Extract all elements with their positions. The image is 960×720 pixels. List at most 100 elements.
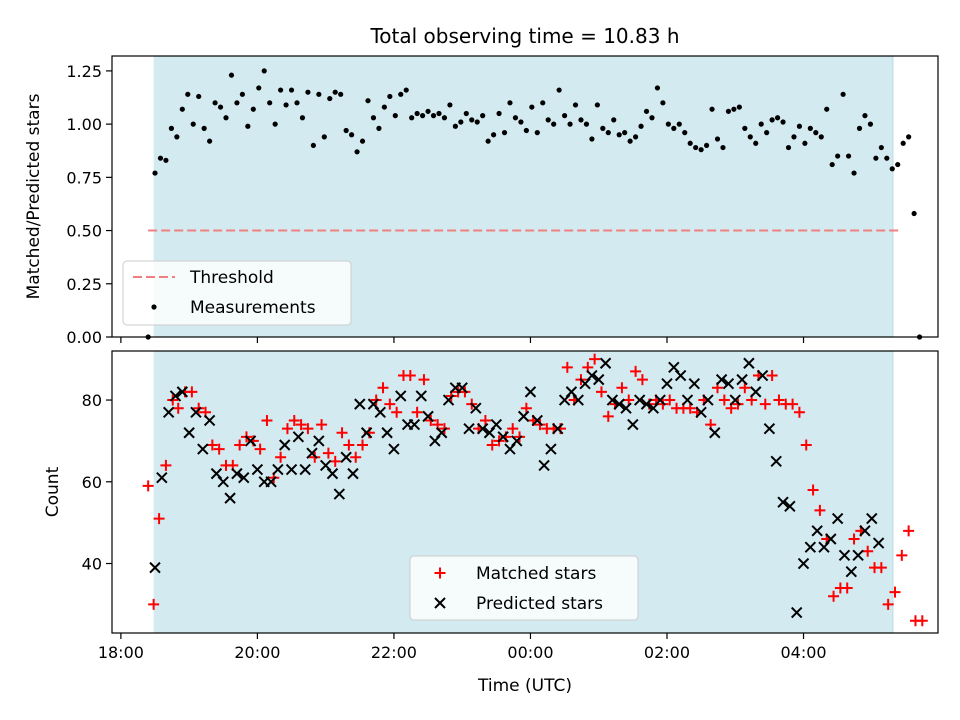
matched-star-point (357, 439, 369, 451)
predicted-star-point (777, 496, 789, 508)
predicted-star-point (169, 390, 182, 402)
predicted-star-point (347, 467, 359, 480)
measurement-point (665, 121, 671, 127)
predicted-star-point (722, 377, 735, 390)
measurement-point (725, 108, 732, 114)
legend-matched-label: Matched stars (476, 564, 596, 584)
predicted-star-point (674, 369, 687, 382)
measurement-point (840, 91, 846, 97)
matched-star-point (739, 382, 751, 394)
matched-star-point (636, 374, 648, 386)
measurement-point (245, 123, 251, 129)
measurement-point (698, 147, 704, 153)
matched-star-point (848, 533, 860, 545)
predicted-star-point (572, 394, 584, 406)
predicted-star-point (872, 537, 885, 549)
matched-star-point (418, 374, 430, 386)
predicted-star-point (688, 377, 701, 390)
ratio-y-label: Matched/Predicted stars (24, 93, 44, 299)
predicted-star-point (292, 431, 305, 443)
measurement-point (769, 117, 775, 123)
measurement-point (889, 166, 895, 172)
predicted-star-point (756, 369, 769, 382)
predicted-star-point (763, 422, 776, 435)
measurement-point (272, 121, 278, 127)
measurement-point (540, 100, 546, 106)
matched-star-point (589, 353, 601, 365)
measurement-point (747, 134, 753, 140)
measurement-point (343, 127, 349, 134)
ratio-x-axis (120, 337, 805, 343)
matched-star-point (329, 455, 341, 467)
measurement-point (802, 140, 808, 146)
y-tick-label: 0.25 (66, 275, 102, 294)
predicted-star-point (360, 427, 373, 439)
predicted-star-point (702, 394, 714, 406)
matched-star-point (186, 386, 198, 398)
predicted-star-point (408, 418, 421, 431)
x-axis-label: Time (UTC) (477, 676, 572, 696)
measurement-point (365, 98, 371, 104)
predicted-star-point (415, 390, 427, 402)
matched-star-point (507, 423, 519, 435)
matched-star-point (295, 419, 307, 431)
predicted-star-point (811, 525, 823, 537)
predicted-star-point (436, 427, 448, 439)
measurement-point (157, 155, 164, 161)
measurement-point (250, 106, 256, 112)
measurement-point (824, 106, 830, 112)
x-tick-label: 00:00 (507, 643, 553, 662)
y-tick-label: 0.50 (66, 222, 102, 241)
matched-star-point (875, 562, 887, 574)
predicted-star-point (395, 390, 407, 402)
matched-star-point (814, 504, 826, 516)
predicted-star-point (497, 431, 509, 443)
measurement-point (370, 115, 377, 121)
measurement-point (791, 134, 797, 140)
matched-star-point (350, 451, 362, 463)
predicted-star-point (313, 435, 325, 447)
predicted-star-point (620, 402, 632, 414)
measurement-point (638, 123, 644, 129)
measurement-point (884, 155, 890, 161)
measurement-point (895, 161, 901, 168)
measurement-point (469, 117, 475, 123)
predicted-star-point (552, 422, 564, 435)
matched-star-point (828, 590, 840, 602)
measurement-point (714, 136, 721, 142)
predicted-star-point (661, 377, 673, 390)
measurement-point (682, 130, 688, 136)
measurement-point (906, 134, 912, 140)
measurement-point (174, 134, 180, 140)
matched-star-point (684, 402, 696, 414)
predicted-star-point (265, 476, 277, 488)
predicted-star-point (804, 541, 817, 553)
matched-star-point (479, 414, 491, 426)
measurement-point (458, 119, 464, 125)
matched-star-point (384, 398, 396, 410)
matched-star-point (718, 394, 730, 406)
measurement-point (190, 121, 196, 127)
predicted-star-point (238, 471, 250, 484)
matched-star-point (882, 598, 894, 610)
measurement-point (441, 115, 448, 121)
predicted-star-point (176, 386, 189, 398)
measurement-point (354, 149, 360, 155)
predicted-star-point (517, 410, 530, 423)
matched-star-point (903, 525, 915, 537)
measurement-point (316, 91, 322, 97)
predicted-star-point (866, 512, 878, 525)
measurement-point (283, 102, 289, 108)
measurement-point (703, 142, 710, 149)
measurement-point (349, 132, 355, 138)
predicted-star-point (470, 402, 482, 414)
measurement-point (649, 115, 655, 121)
x-tick-label: 18:00 (98, 643, 144, 662)
predicted-star-point (244, 435, 257, 447)
count-panel: 40 60 80 18:00 20:00 22:00 00:00 02:00 04:00 Co… (43, 350, 939, 662)
predicted-star-point (613, 398, 625, 410)
measurement-point (168, 125, 174, 131)
predicted-star-point (388, 443, 400, 455)
legend-box (409, 555, 639, 621)
legend-box (122, 260, 352, 326)
